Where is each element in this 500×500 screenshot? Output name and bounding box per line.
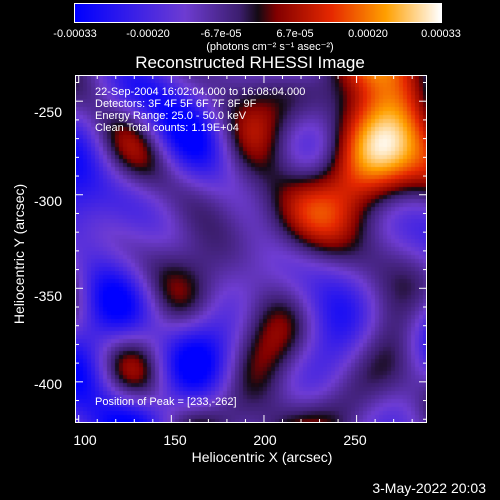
x-tick-label: 200 [253, 432, 277, 448]
colorbar [74, 3, 442, 23]
colorbar-unit-label: (photons cm⁻² s⁻¹ asec⁻²) [206, 41, 334, 53]
colorbar-tick-label: 0.00033 [421, 28, 461, 40]
colorbar-tick-label: 6.7e-05 [276, 28, 314, 40]
peak-position-label: Position of Peak = [233,-262] [95, 396, 237, 408]
timestamp: 3-May-2022 20:03 [372, 480, 486, 496]
x-tick-label: 250 [343, 432, 367, 448]
info-line-energy: Energy Range: 25.0 - 50.0 keV [95, 110, 247, 122]
colorbar-tick-label: -6.7e-05 [200, 28, 242, 40]
y-tick-label: -300 [33, 193, 62, 209]
plot-title: Reconstructed RHESSI Image [135, 53, 365, 72]
info-line-detectors: Detectors: 3F 4F 5F 6F 7F 8F 9F [95, 98, 257, 110]
x-tick-label: 100 [73, 432, 97, 448]
colorbar-tick-label: -0.00020 [126, 28, 170, 40]
x-tick-label: 150 [163, 432, 187, 448]
y-axis-label: Heliocentric Y (arcsec) [11, 183, 27, 325]
heatmap-image [75, 75, 427, 423]
x-axis-label: Heliocentric X (arcsec) [191, 449, 333, 465]
y-tick-label: -350 [33, 288, 62, 304]
info-line-counts: Clean Total counts: 1.19E+04 [95, 122, 239, 134]
y-tick-label: -400 [33, 376, 62, 392]
colorbar-tick-label: 0.00020 [348, 28, 388, 40]
y-tick-label: -250 [33, 104, 62, 120]
colorbar-tick-label: -0.00033 [53, 28, 97, 40]
info-line-time: 22-Sep-2004 16:02:04.000 to 16:08:04.000 [95, 86, 306, 98]
